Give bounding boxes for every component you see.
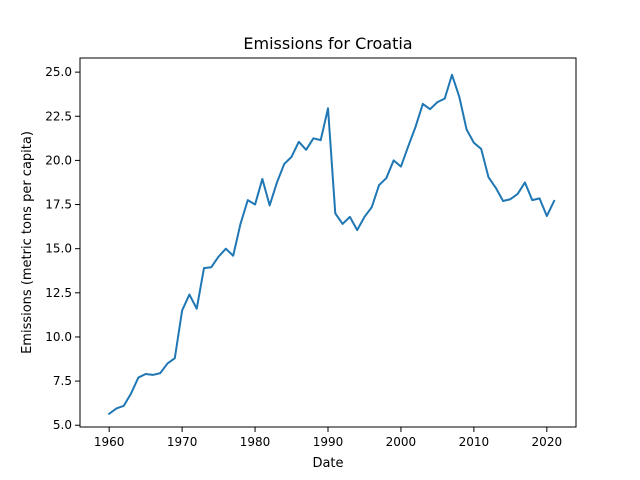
data-point: [450, 73, 454, 77]
y-tick-label: 25.0: [45, 65, 72, 79]
data-point: [501, 199, 505, 203]
data-point: [144, 372, 148, 376]
data-point: [253, 203, 257, 207]
y-axis-label: Emissions (metric tons per capita): [20, 131, 35, 354]
data-point: [180, 308, 184, 312]
plot-frame: [79, 57, 577, 428]
data-point: [202, 266, 206, 270]
plot-area: [107, 73, 556, 416]
data-point: [472, 141, 476, 145]
x-tick-label: 1990: [313, 435, 344, 449]
x-tick-label: 2000: [386, 435, 417, 449]
data-point: [508, 197, 512, 201]
data-point: [370, 205, 374, 209]
data-point: [355, 228, 359, 232]
data-point: [421, 102, 425, 106]
data-point: [545, 214, 549, 218]
data-point: [209, 265, 213, 269]
data-point: [384, 176, 388, 180]
data-point: [406, 144, 410, 148]
data-point: [158, 371, 162, 375]
x-tick-label: 2020: [532, 435, 563, 449]
data-point: [195, 307, 199, 311]
y-tick-label: 7.5: [53, 374, 72, 388]
data-point: [231, 254, 235, 258]
data-point: [114, 406, 118, 410]
data-point: [260, 177, 264, 181]
data-point: [151, 373, 155, 377]
data-point: [494, 186, 498, 190]
data-point: [516, 192, 520, 196]
series-line: [107, 73, 556, 416]
data-point: [486, 175, 490, 179]
x-tick-label: 2010: [459, 435, 490, 449]
data-point: [341, 222, 345, 226]
data-point: [362, 215, 366, 219]
data-point: [399, 165, 403, 169]
data-point: [392, 158, 396, 162]
x-tick-label: 1960: [94, 435, 125, 449]
data-point: [465, 128, 469, 132]
y-tick-label: 22.5: [45, 109, 72, 123]
data-point: [348, 215, 352, 219]
data-point: [129, 391, 133, 395]
data-point: [319, 138, 323, 142]
data-point: [246, 198, 250, 202]
y-tick-label: 15.0: [45, 242, 72, 256]
x-axis-label: Date: [312, 456, 343, 471]
data-point: [238, 222, 242, 226]
data-point: [377, 183, 381, 187]
data-point: [224, 247, 228, 251]
data-point: [304, 148, 308, 152]
data-point: [435, 100, 439, 104]
data-point: [282, 162, 286, 166]
data-point: [122, 404, 126, 408]
y-tick-label: 5.0: [53, 418, 72, 432]
data-point: [428, 107, 432, 111]
chart-title: Emissions for Croatia: [243, 34, 412, 53]
data-point: [275, 180, 279, 184]
data-point: [290, 155, 294, 159]
y-tick-label: 12.5: [45, 286, 72, 300]
data-point: [479, 147, 483, 151]
x-axis-ticks: 1960 1970 1980 1990 2000 2010 2020: [94, 427, 562, 449]
y-axis-ticks: 5.0 7.5 10.0 12.5 15.0 17.5 20.0 22.5 25.0: [45, 65, 80, 432]
data-point: [217, 255, 221, 259]
data-point: [107, 412, 111, 416]
data-point: [311, 136, 315, 140]
data-point: [173, 356, 177, 360]
data-point: [457, 95, 461, 99]
data-point: [326, 106, 330, 110]
data-point: [538, 196, 542, 200]
data-point: [552, 199, 556, 203]
data-point: [530, 198, 534, 202]
y-tick-label: 17.5: [45, 198, 72, 212]
y-tick-label: 10.0: [45, 330, 72, 344]
x-tick-label: 1980: [240, 435, 271, 449]
data-point: [268, 203, 272, 207]
data-point: [187, 293, 191, 297]
data-point: [414, 125, 418, 129]
data-point: [136, 376, 140, 380]
x-tick-label: 1970: [167, 435, 198, 449]
data-point: [523, 180, 527, 184]
y-tick-label: 20.0: [45, 153, 72, 167]
data-point: [443, 97, 447, 101]
data-point: [297, 140, 301, 144]
data-point: [166, 361, 170, 365]
data-point: [333, 211, 337, 215]
